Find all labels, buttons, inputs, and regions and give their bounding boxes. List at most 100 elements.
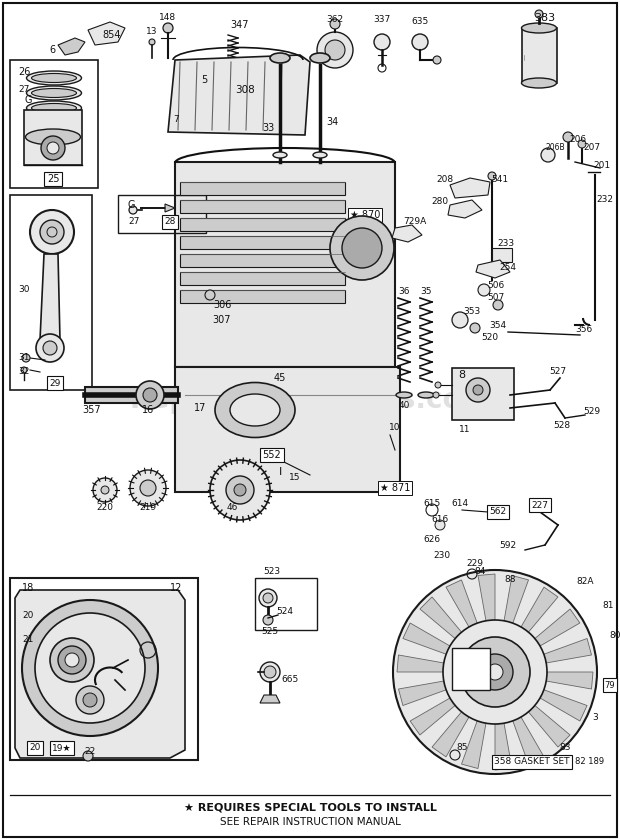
- Polygon shape: [397, 655, 444, 672]
- Circle shape: [129, 206, 137, 214]
- Circle shape: [263, 593, 273, 603]
- Polygon shape: [140, 204, 175, 212]
- Ellipse shape: [273, 152, 287, 158]
- Text: ★ 870: ★ 870: [350, 210, 381, 220]
- Bar: [180, 218, 345, 231]
- Bar: [85, 387, 178, 403]
- Bar: [24, 110, 82, 165]
- Polygon shape: [546, 672, 593, 689]
- Ellipse shape: [418, 392, 434, 398]
- Text: G: G: [24, 95, 32, 105]
- Polygon shape: [450, 178, 490, 198]
- Text: 524: 524: [277, 607, 293, 617]
- Text: 232: 232: [596, 196, 614, 204]
- Text: 854: 854: [103, 30, 122, 40]
- Bar: [180, 272, 345, 285]
- Polygon shape: [476, 260, 510, 278]
- Circle shape: [563, 132, 573, 142]
- Circle shape: [478, 284, 490, 296]
- Text: 665: 665: [281, 675, 299, 685]
- Polygon shape: [448, 200, 482, 218]
- Text: 22: 22: [84, 748, 95, 757]
- Ellipse shape: [25, 129, 81, 145]
- Ellipse shape: [310, 53, 330, 63]
- Text: 6: 6: [49, 45, 55, 55]
- Text: 230: 230: [433, 550, 451, 559]
- Circle shape: [140, 480, 156, 496]
- Polygon shape: [432, 711, 469, 757]
- Circle shape: [101, 486, 109, 494]
- Polygon shape: [521, 587, 558, 633]
- Text: 19★: 19★: [52, 743, 72, 753]
- Polygon shape: [420, 597, 461, 638]
- Circle shape: [330, 216, 394, 280]
- Text: 26: 26: [18, 67, 30, 77]
- Ellipse shape: [215, 382, 295, 438]
- Polygon shape: [392, 225, 422, 242]
- Circle shape: [477, 654, 513, 690]
- Text: 635: 635: [412, 18, 428, 27]
- Text: 30: 30: [18, 286, 30, 295]
- Text: 227: 227: [531, 501, 549, 510]
- Ellipse shape: [32, 103, 76, 113]
- Bar: [175, 162, 395, 367]
- Text: 84: 84: [474, 568, 485, 576]
- Text: 45: 45: [274, 373, 286, 383]
- Bar: [118, 195, 206, 233]
- Polygon shape: [58, 38, 85, 55]
- Circle shape: [393, 570, 597, 774]
- Ellipse shape: [396, 392, 412, 398]
- Circle shape: [260, 662, 280, 682]
- Text: 280: 280: [432, 197, 448, 207]
- Text: 36: 36: [398, 287, 410, 297]
- Polygon shape: [403, 623, 450, 654]
- Text: 46: 46: [226, 503, 237, 512]
- Circle shape: [47, 142, 59, 154]
- Text: 8: 8: [458, 370, 466, 380]
- Text: 614: 614: [451, 498, 469, 507]
- Text: 523: 523: [264, 568, 281, 576]
- Polygon shape: [540, 690, 587, 721]
- Text: 89: 89: [456, 675, 467, 684]
- Text: 13: 13: [146, 28, 157, 36]
- Circle shape: [487, 664, 503, 680]
- Text: 7: 7: [173, 115, 179, 124]
- Text: 357: 357: [82, 405, 101, 415]
- Polygon shape: [40, 254, 60, 348]
- Text: 33: 33: [262, 123, 274, 133]
- Polygon shape: [260, 695, 280, 703]
- Polygon shape: [504, 575, 528, 623]
- Text: 82 189: 82 189: [575, 758, 604, 766]
- Circle shape: [149, 39, 155, 45]
- Text: 592: 592: [500, 540, 516, 549]
- Circle shape: [435, 520, 445, 530]
- Text: 615: 615: [423, 498, 441, 507]
- Text: 358 GASKET SET: 358 GASKET SET: [494, 758, 570, 766]
- Text: 616: 616: [432, 514, 449, 523]
- Polygon shape: [478, 574, 495, 621]
- Text: 28: 28: [164, 218, 175, 227]
- Text: 219: 219: [140, 503, 157, 512]
- Text: 20: 20: [29, 743, 41, 753]
- Text: 506: 506: [487, 281, 505, 290]
- Text: ★ 871: ★ 871: [380, 483, 410, 493]
- Circle shape: [210, 460, 270, 520]
- Text: 356: 356: [575, 325, 593, 334]
- Ellipse shape: [27, 86, 81, 100]
- Polygon shape: [399, 681, 446, 706]
- Text: I: I: [278, 467, 281, 477]
- Text: 308: 308: [235, 85, 255, 95]
- Circle shape: [535, 10, 543, 18]
- Text: 383: 383: [534, 13, 556, 23]
- Bar: [180, 254, 345, 267]
- Text: 27: 27: [128, 218, 140, 227]
- Text: 40: 40: [398, 401, 410, 409]
- Circle shape: [264, 666, 276, 678]
- Circle shape: [43, 341, 57, 355]
- Ellipse shape: [313, 152, 327, 158]
- Circle shape: [443, 620, 547, 724]
- Circle shape: [493, 300, 503, 310]
- Circle shape: [163, 23, 173, 33]
- Text: 347: 347: [231, 20, 249, 30]
- Text: 15: 15: [290, 474, 301, 482]
